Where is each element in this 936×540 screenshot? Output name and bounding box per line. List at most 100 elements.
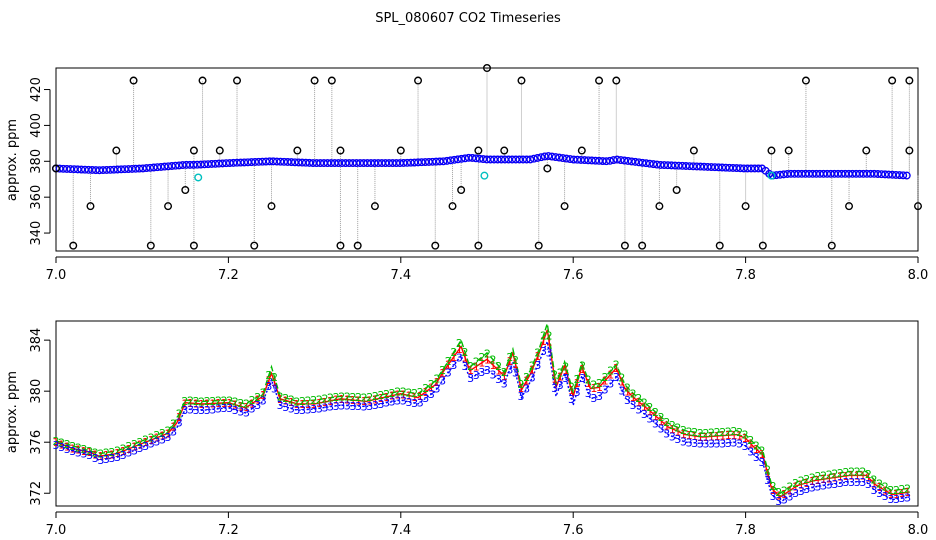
outlier-point [741,202,750,211]
baseline-point [439,157,448,166]
series-1-marker: 1 [719,430,726,443]
series-2-marker: 2 [893,484,900,497]
series-3-marker: 3 [478,366,485,379]
series-2-marker: 2 [69,440,76,453]
series-1-marker: 1 [462,351,469,364]
outlier-point [689,146,698,155]
outlier-point [672,185,681,194]
series-3-marker: 3 [271,383,278,396]
series-2-marker: 2 [837,467,844,480]
baseline-point [258,157,267,166]
series-1-marker: 1 [512,358,519,371]
series-2-marker: 2 [798,475,805,488]
baseline-point [529,154,538,163]
baseline-point [873,170,882,178]
baseline-point [298,158,307,167]
series-2-marker: 2 [781,484,788,497]
series-2-marker: 2 [193,395,200,408]
outlier-point [655,202,664,211]
series-3-marker: 3 [725,437,732,450]
series-2-marker: 2 [742,428,749,441]
baseline-point [269,157,278,166]
baseline-point [251,158,260,166]
top-y-tick-label: 340 [29,221,44,246]
outlier-point [69,241,78,250]
baseline-point [562,154,571,163]
series-1-marker: 1 [282,394,289,407]
series-1-marker: 1 [730,429,737,442]
baseline-point [573,155,582,164]
outlier-point [215,146,224,155]
series-1-marker: 1 [215,397,222,410]
baseline-point [616,156,625,165]
top-x-tick-label: 7.2 [218,268,239,283]
top-x-tick-label: 8.0 [908,268,929,283]
series-1-marker: 1 [753,443,760,456]
series-2-marker: 2 [484,347,491,360]
series-2-marker: 2 [109,446,116,459]
series-2-marker: 2 [237,397,244,410]
series-2-marker: 2 [187,394,194,407]
baseline-point [406,158,415,167]
baseline-point [692,162,701,171]
series-3-marker: 3 [125,447,132,460]
series-1-marker: 1 [742,432,749,445]
series-1-marker: 1 [271,376,278,389]
series-1-marker: 1 [120,445,127,458]
series-3-marker: 3 [142,440,149,453]
series-2-marker: 2 [53,435,60,448]
bottom-x-tick-label: 7.2 [218,523,239,538]
series-3-marker: 3 [798,485,805,498]
series-1-marker: 1 [697,431,704,444]
series-3-marker: 3 [64,443,71,456]
baseline-point [584,156,593,165]
outlier-point [233,76,242,85]
outlier-point [862,146,871,155]
series-3-marker: 3 [809,482,816,495]
top-y-axis: 340 360 380 400 420 [29,77,51,246]
series-3-marker: 3 [355,400,362,413]
outlier-point [181,185,190,194]
baseline-point [479,155,488,164]
baseline-point [732,164,741,173]
outlier-point [483,63,492,72]
series-3-marker: 3 [422,392,429,405]
series-1-marker: 1 [562,364,569,377]
series-1-marker: 1 [854,469,861,482]
outlier-point [905,146,914,155]
series-2-marker: 2 [215,395,222,408]
baseline-point [899,171,908,180]
series-1-marker: 1 [843,470,850,483]
baseline-point [435,157,444,166]
series-3-marker: 3 [321,402,328,415]
baseline-point [453,155,462,164]
series-3-marker: 3 [473,369,480,382]
top-y-axis-label: approx. ppm [5,119,20,201]
baseline-point [631,157,640,166]
series-3-marker: 3 [383,397,390,410]
outlier-point [336,241,345,250]
series-2-marker: 2 [260,386,267,399]
baseline-point [225,159,234,167]
outlier-point [560,202,569,211]
baseline-point [218,159,227,168]
series-3-marker: 3 [265,380,272,393]
series-3-marker: 3 [305,404,312,417]
series-3-marker: 3 [198,404,205,417]
baseline-point [674,161,683,170]
baseline-point [417,158,426,167]
baseline-point [888,170,897,179]
baseline-point [884,170,893,179]
top-secondary-points [194,171,776,182]
series-1-marker: 1 [181,398,188,411]
series-3-marker: 3 [159,433,166,446]
series-2-marker: 2 [209,395,216,408]
series-1-marker: 1 [529,363,536,376]
baseline-point [124,165,133,173]
series-1-marker: 1 [445,359,452,372]
baseline-point [772,171,781,180]
series-2-marker: 2 [265,369,272,382]
baseline-point [214,159,223,168]
series-2-marker: 2 [859,466,866,479]
baseline-point [77,165,86,174]
